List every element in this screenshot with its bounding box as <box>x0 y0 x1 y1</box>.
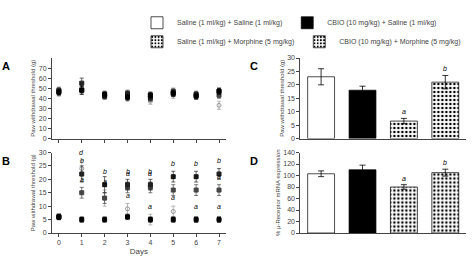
svg-text:2: 2 <box>103 239 107 246</box>
svg-text:a: a <box>171 173 175 180</box>
svg-text:a: a <box>126 170 130 177</box>
svg-text:40: 40 <box>39 95 47 102</box>
svg-text:140: 140 <box>283 149 295 156</box>
svg-text:b: b <box>171 160 175 167</box>
svg-text:0: 0 <box>291 229 295 236</box>
svg-text:20: 20 <box>39 176 47 183</box>
svg-text:0: 0 <box>57 239 61 246</box>
svg-text:D: D <box>250 155 258 167</box>
svg-text:60: 60 <box>287 195 295 202</box>
svg-text:Saline (1 ml/kg) + Saline (1 m: Saline (1 ml/kg) + Saline (1 ml/kg) <box>177 19 282 27</box>
svg-text:a: a <box>217 203 221 210</box>
svg-text:30: 30 <box>287 54 295 61</box>
svg-text:15: 15 <box>287 95 295 102</box>
svg-text:10: 10 <box>39 125 47 132</box>
svg-text:20: 20 <box>39 115 47 122</box>
svg-text:70: 70 <box>39 65 47 72</box>
svg-text:b: b <box>126 168 130 175</box>
svg-text:50: 50 <box>39 85 47 92</box>
svg-text:60: 60 <box>39 75 47 82</box>
svg-text:20: 20 <box>287 81 295 88</box>
svg-text:a: a <box>402 175 406 182</box>
svg-text:30: 30 <box>39 149 47 156</box>
svg-text:a: a <box>80 176 84 183</box>
svg-text:Paw withdrawal threshold (g): Paw withdrawal threshold (g) <box>30 60 36 137</box>
svg-text:40: 40 <box>287 206 295 213</box>
svg-text:80: 80 <box>287 183 295 190</box>
svg-text:a: a <box>103 178 107 185</box>
svg-text:5: 5 <box>43 216 47 223</box>
svg-text:0: 0 <box>43 135 47 142</box>
svg-text:CBIO (10 mg/kg) + Saline (1 ml: CBIO (10 mg/kg) + Saline (1 ml/kg) <box>327 19 436 27</box>
svg-text:5: 5 <box>171 239 175 246</box>
svg-text:10: 10 <box>287 108 295 115</box>
svg-text:B: B <box>2 155 10 167</box>
svg-text:A: A <box>2 60 10 72</box>
svg-text:0: 0 <box>43 229 47 236</box>
svg-text:0: 0 <box>291 135 295 142</box>
svg-text:a: a <box>148 203 152 210</box>
svg-text:% μ-Receptor mRNA expression: % μ-Receptor mRNA expression <box>275 150 281 237</box>
svg-text:a: a <box>126 192 130 199</box>
svg-text:25: 25 <box>287 68 295 75</box>
svg-text:4: 4 <box>148 239 152 246</box>
svg-text:a: a <box>402 108 406 115</box>
svg-text:6: 6 <box>194 239 198 246</box>
svg-text:a: a <box>148 170 152 177</box>
svg-text:1: 1 <box>80 239 84 246</box>
svg-text:a: a <box>171 194 175 201</box>
svg-text:15: 15 <box>39 189 47 196</box>
svg-text:a: a <box>194 173 198 180</box>
svg-text:C: C <box>250 60 258 72</box>
svg-text:120: 120 <box>283 160 295 167</box>
svg-text:25: 25 <box>39 162 47 169</box>
svg-text:20: 20 <box>287 218 295 225</box>
svg-text:b: b <box>103 168 107 175</box>
svg-text:7: 7 <box>217 239 221 246</box>
svg-text:Days: Days <box>130 247 148 256</box>
svg-text:b: b <box>443 159 447 166</box>
svg-text:10: 10 <box>39 203 47 210</box>
svg-text:100: 100 <box>283 172 295 179</box>
svg-text:d: d <box>79 149 84 156</box>
svg-text:b: b <box>443 65 447 72</box>
svg-text:CBIO (10 mg/kg) + Morphine (5: CBIO (10 mg/kg) + Morphine (5 mg/kg) <box>339 38 460 46</box>
svg-text:b: b <box>80 157 84 164</box>
svg-text:Paw withdrawal threshold (g): Paw withdrawal threshold (g) <box>279 60 285 137</box>
svg-text:a: a <box>217 173 221 180</box>
svg-text:b: b <box>148 168 152 175</box>
svg-text:a: a <box>194 203 198 210</box>
svg-text:a: a <box>103 181 107 188</box>
svg-text:b: b <box>217 157 221 164</box>
svg-text:Saline (1 ml/kg) + Morphine (5: Saline (1 ml/kg) + Morphine (5 mg/kg) <box>177 38 294 46</box>
svg-text:30: 30 <box>39 105 47 112</box>
svg-text:b: b <box>194 160 198 167</box>
svg-text:5: 5 <box>291 122 295 129</box>
svg-text:Paw withdrawal threshold (g): Paw withdrawal threshold (g) <box>30 154 36 231</box>
svg-text:3: 3 <box>126 239 130 246</box>
